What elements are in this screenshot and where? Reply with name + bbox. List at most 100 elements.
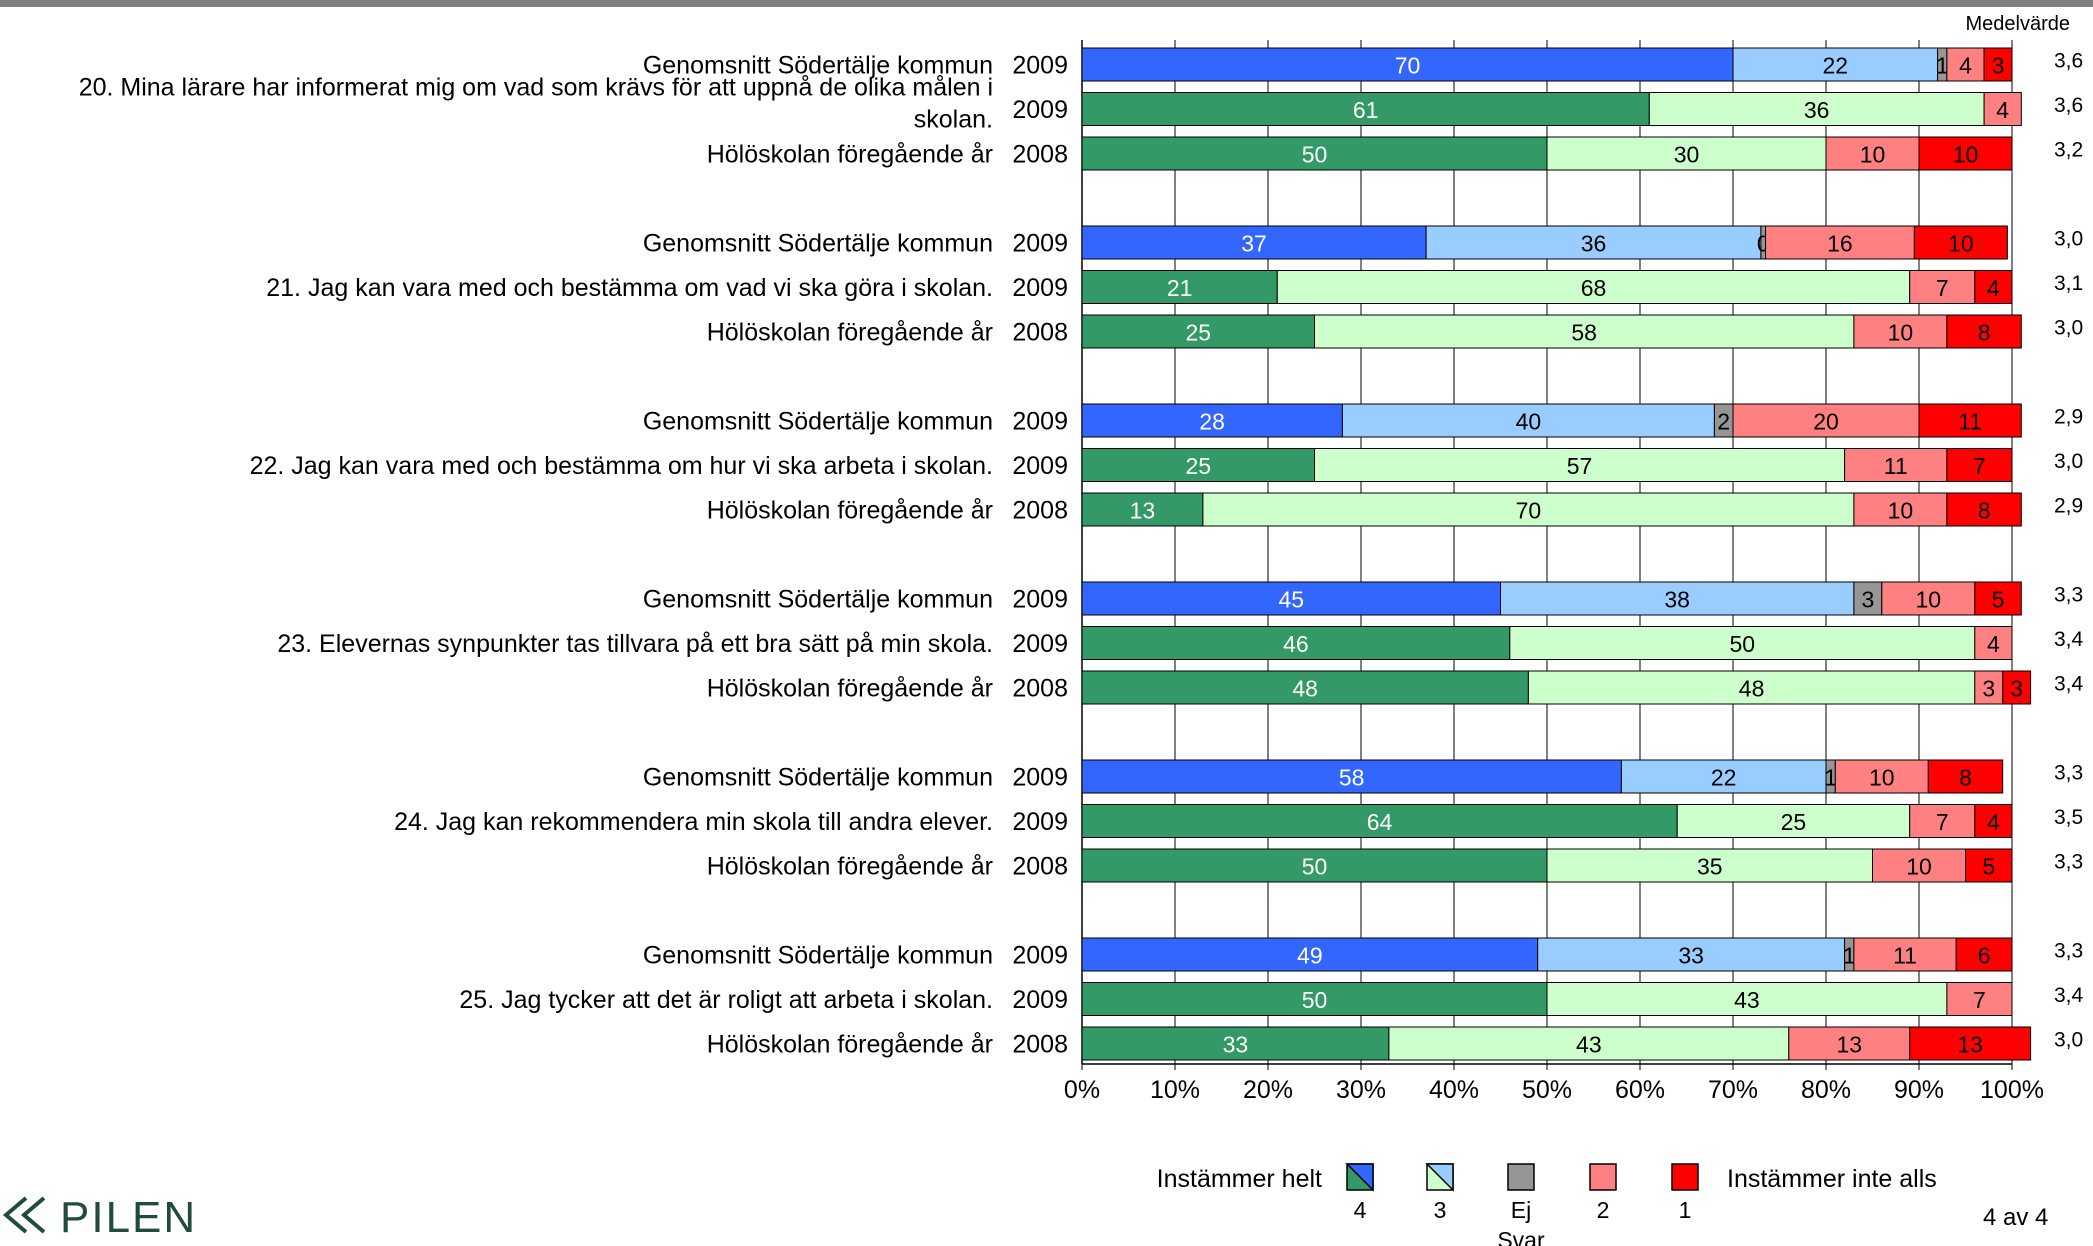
bar-label: 3	[1861, 587, 1874, 613]
bar-label: 10	[1869, 765, 1895, 791]
legend-swatch	[1507, 1163, 1535, 1191]
bar-label: 1	[1824, 765, 1837, 791]
bar-label: 13	[1130, 498, 1156, 524]
bar-label: 64	[1367, 809, 1393, 835]
mean-value: 3,3	[2054, 584, 2083, 607]
x-tick-label: 80%	[1801, 1076, 1851, 1104]
bar-label: 7	[1936, 275, 1949, 301]
mean-value: 3,0	[2054, 317, 2083, 340]
bar-label: 10	[1906, 854, 1932, 880]
bar-segment	[1974, 670, 2004, 705]
bar-label: 21	[1167, 275, 1193, 301]
mean-value: 3,0	[2054, 1029, 2083, 1052]
question-text: 20. Mina lärare har informerat mig om va…	[79, 74, 993, 102]
bar-segment	[1974, 270, 2013, 304]
bar-label: 61	[1353, 97, 1379, 123]
bar-label: 5	[1982, 854, 1995, 880]
bar-segment	[1081, 626, 1511, 660]
x-tick-label: 40%	[1429, 1076, 1479, 1104]
row-label: Genomsnitt Södertälje kommun	[643, 942, 993, 970]
bar-segment	[1081, 1026, 1390, 1061]
bar-segment	[1648, 92, 1985, 126]
bar-segment	[1081, 225, 1427, 260]
bar-segment	[1853, 314, 1948, 349]
question-text: 22. Jag kan vara med och bestämma om hur…	[250, 452, 993, 480]
bar-label: 22	[1823, 53, 1849, 79]
pilen-logo-mark: PILEN	[2, 1193, 195, 1242]
x-tick-label: 0%	[1064, 1076, 1100, 1104]
bar-segment	[1955, 937, 2013, 972]
row-year: 2009	[1012, 52, 1068, 80]
bar-label: 4	[1987, 809, 2000, 835]
bar-segment	[1732, 47, 1939, 82]
x-tick-label: 100%	[1980, 1076, 2044, 1104]
bar-segment	[1927, 759, 2004, 794]
question-text: 23. Elevernas synpunkter tas tillvara på…	[277, 630, 993, 658]
bar-label: 50	[1302, 987, 1328, 1013]
pilen-logo: PILEN	[0, 1190, 230, 1242]
bar-label: 43	[1734, 987, 1760, 1013]
bar-label: 25	[1185, 453, 1211, 479]
bar-segment	[1946, 982, 2013, 1016]
bar-segment	[1546, 982, 1948, 1016]
bar-label: 1	[1936, 53, 1949, 79]
bar-label: 58	[1339, 765, 1365, 791]
bar-segment	[1844, 448, 1948, 482]
bar-segment	[1081, 47, 1734, 82]
row-label: Genomsnitt Södertälje kommun	[643, 764, 993, 792]
mean-value: 3,4	[2054, 673, 2084, 696]
bar-label: 4	[1996, 97, 2009, 123]
bar-label: 3	[1982, 676, 1995, 702]
row-year: 2009	[1012, 808, 1068, 836]
bar-segment	[1425, 225, 1762, 260]
bar-label: 8	[1959, 765, 1972, 791]
bar-segment	[1853, 492, 1948, 527]
bar-segment	[1527, 670, 1976, 705]
bar-segment	[1509, 626, 1976, 660]
bar-segment	[1341, 403, 1715, 438]
question-text: 21. Jag kan vara med och bestämma om vad…	[266, 274, 993, 302]
bar-segment	[1314, 448, 1846, 482]
bar-segment	[1314, 314, 1855, 349]
bar-segment	[1081, 492, 1204, 527]
legend-label: Svar	[1497, 1227, 1545, 1246]
bar-label: 45	[1278, 587, 1304, 613]
bar-label: 35	[1697, 854, 1723, 880]
bar-label: 30	[1674, 142, 1700, 168]
row-year: 2009	[1012, 942, 1068, 970]
question-text: 25. Jag tycker att det är roligt att arb…	[459, 986, 993, 1014]
mean-value: 3,6	[2054, 94, 2083, 117]
bar-label: 4	[1987, 631, 2000, 657]
mean-value: 2,9	[2054, 495, 2083, 518]
bar-label: 33	[1223, 1032, 1249, 1058]
bar-label: 1	[1843, 943, 1856, 969]
bar-label: 4	[1987, 275, 2000, 301]
bar-segment	[1081, 92, 1650, 126]
row-year: 2009	[1012, 764, 1068, 792]
bar-label: 10	[1916, 587, 1942, 613]
bar-label: 11	[1958, 409, 1982, 435]
mean-value: 3,2	[2054, 139, 2083, 162]
bar-segment	[1872, 848, 1966, 883]
legend-right-text: Instämmer inte alls	[1727, 1165, 1937, 1193]
bar-segment	[1620, 759, 1827, 794]
row-label: Hölöskolan föregående år	[707, 141, 993, 169]
bar-label: 11	[1893, 943, 1917, 969]
bar-label: 50	[1302, 142, 1328, 168]
bar-label: 16	[1827, 231, 1853, 257]
row-year: 2009	[1012, 96, 1068, 124]
bar-segment	[1081, 448, 1315, 482]
bar-label: 4	[1959, 53, 1972, 79]
mean-header: Medelvärde	[1965, 13, 2070, 35]
mean-value: 3,3	[2054, 940, 2083, 963]
bar-label: 6	[1978, 943, 1991, 969]
bar-segment	[1974, 626, 2013, 660]
row-year: 2008	[1012, 675, 1068, 703]
row-year: 2008	[1012, 141, 1068, 169]
bar-segment	[1202, 492, 1855, 527]
x-tick-label: 30%	[1336, 1076, 1386, 1104]
x-tick-label: 60%	[1615, 1076, 1665, 1104]
bar-label: 20	[1813, 409, 1839, 435]
bar-segment	[1081, 848, 1548, 883]
bar-segment	[1788, 1026, 1911, 1061]
